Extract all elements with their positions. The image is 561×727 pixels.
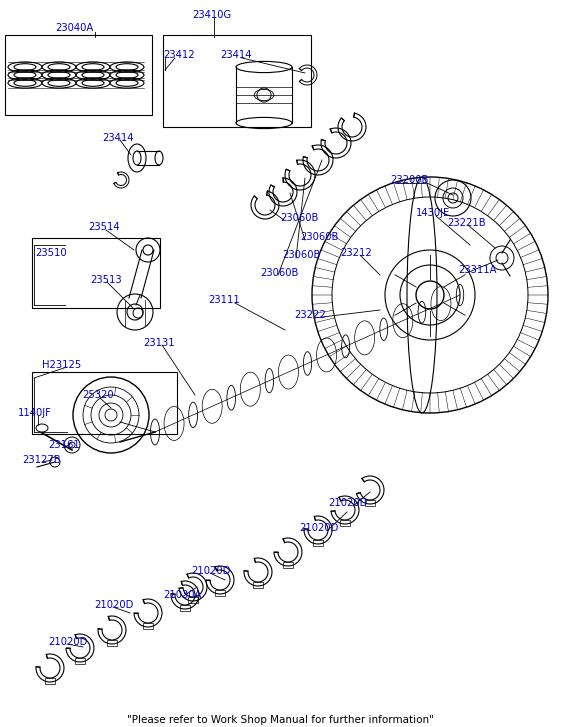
Bar [163,35,311,127]
Text: 23221B: 23221B [447,218,486,228]
Text: 23414: 23414 [102,133,134,143]
Bar [283,562,293,568]
Text: 21020D: 21020D [299,523,338,533]
Text: 23131: 23131 [143,338,174,348]
Text: 23412: 23412 [163,50,195,60]
Text: H23125: H23125 [42,360,81,370]
Text: 21020D: 21020D [94,600,134,610]
Text: 23060B: 23060B [300,232,338,242]
Bar [143,623,153,629]
Text: 23200B: 23200B [390,175,429,185]
Text: 23510: 23510 [35,248,67,258]
Text: 21020D: 21020D [191,566,231,576]
Text: 23060B: 23060B [280,213,319,223]
Text: 23040A: 23040A [55,23,93,33]
Text: 23111: 23111 [208,295,240,305]
Bar [215,590,225,596]
Text: 23311A: 23311A [458,265,496,275]
Bar [75,658,85,664]
Bar [180,605,190,611]
Text: 23212: 23212 [340,248,372,258]
Text: 21020D: 21020D [328,498,367,508]
Bar [365,500,375,506]
Bar [313,540,323,546]
Text: 21020D: 21020D [48,637,88,647]
Text: 1430JE: 1430JE [416,208,450,218]
Text: 23060B: 23060B [260,268,298,278]
Text: "Please refer to Work Shop Manual for further information": "Please refer to Work Shop Manual for fu… [127,715,434,725]
Bar [107,640,117,646]
Bar [32,372,177,434]
Bar [340,520,350,526]
Bar [32,238,160,308]
Bar [253,582,263,588]
Text: 1140JF: 1140JF [18,408,52,418]
Text: 23514: 23514 [88,222,119,232]
Text: 25320: 25320 [82,390,114,400]
Bar [188,597,198,603]
Text: 21030A: 21030A [163,590,201,600]
Text: 23410G: 23410G [192,10,231,20]
Text: 23414: 23414 [220,50,251,60]
Text: 23127B: 23127B [22,455,61,465]
Bar [45,678,55,684]
Text: 23161: 23161 [48,440,80,450]
Text: 23513: 23513 [90,275,122,285]
Text: 23222: 23222 [294,310,326,320]
Bar [5,35,152,115]
Text: 23060B: 23060B [282,250,320,260]
